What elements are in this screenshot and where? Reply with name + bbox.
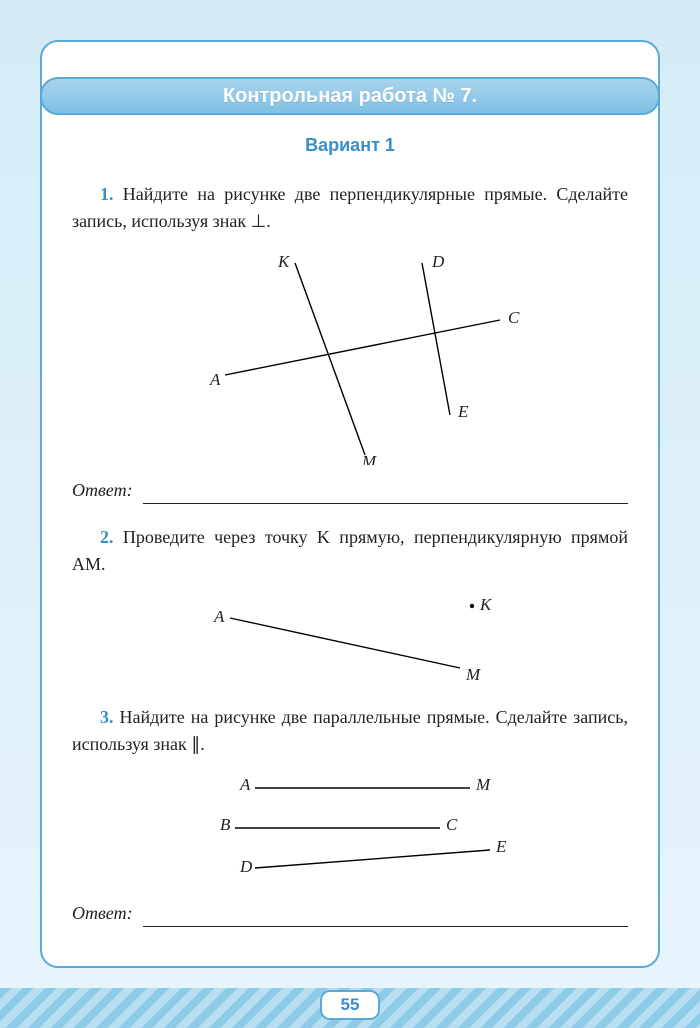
page-number-badge: 55 — [320, 990, 380, 1020]
content-area: Вариант 1 1. Найдите на рисунке две перп… — [72, 132, 628, 936]
svg-text:D: D — [239, 857, 253, 876]
task-2-body: Проведите через точку K прямую, перпенди… — [72, 527, 628, 574]
svg-text:K: K — [479, 595, 493, 614]
task-3-text: 3. Найдите на рисунке две параллельные п… — [72, 704, 628, 758]
figure-1-svg: K D C E M A — [170, 245, 530, 465]
task-1-body: Найдите на рисунке две перпендикулярные … — [72, 184, 628, 231]
figure-1: K D C E M A — [72, 245, 628, 465]
figure-3: A M B C D E — [72, 768, 628, 888]
task-3: 3. Найдите на рисунке две параллельные п… — [72, 704, 628, 927]
task-2-num: 2. — [100, 527, 114, 547]
subtitle: Вариант 1 — [72, 132, 628, 159]
figure-3-svg: A M B C D E — [170, 768, 530, 888]
answer-1-row: Ответ: — [72, 477, 628, 504]
svg-text:E: E — [495, 837, 507, 856]
answer-3-line[interactable] — [143, 909, 628, 927]
figure-2-svg: A M K — [170, 588, 530, 688]
answer-1-label: Ответ: — [72, 477, 133, 504]
answer-3-row: Ответ: — [72, 900, 628, 927]
svg-text:E: E — [457, 402, 469, 421]
figure-2: A M K — [72, 588, 628, 688]
task-2: 2. Проведите через точку K прямую, перпе… — [72, 524, 628, 688]
svg-text:M: M — [465, 665, 481, 684]
task-1-text: 1. Найдите на рисунке две перпендикулярн… — [72, 181, 628, 235]
svg-text:K: K — [277, 252, 291, 271]
title-bar: Контрольная работа № 7. — [40, 77, 660, 115]
answer-1-line[interactable] — [143, 486, 628, 504]
svg-text:A: A — [239, 775, 251, 794]
task-1: 1. Найдите на рисунке две перпендикулярн… — [72, 181, 628, 504]
svg-text:M: M — [361, 452, 377, 465]
svg-text:C: C — [508, 308, 520, 327]
svg-text:A: A — [209, 370, 221, 389]
page-frame: Контрольная работа № 7. Вариант 1 1. Най… — [40, 40, 660, 968]
svg-text:A: A — [213, 607, 225, 626]
task-3-body: Найдите на рисунке две параллельные прям… — [72, 707, 628, 754]
svg-text:C: C — [446, 815, 458, 834]
svg-text:D: D — [431, 252, 445, 271]
task-3-num: 3. — [100, 707, 114, 727]
page-number: 55 — [341, 995, 360, 1015]
svg-text:B: B — [220, 815, 231, 834]
svg-text:M: M — [475, 775, 491, 794]
task-2-text: 2. Проведите через точку K прямую, перпе… — [72, 524, 628, 578]
answer-3-label: Ответ: — [72, 900, 133, 927]
title-text: Контрольная работа № 7. — [223, 85, 477, 108]
task-1-num: 1. — [100, 184, 114, 204]
